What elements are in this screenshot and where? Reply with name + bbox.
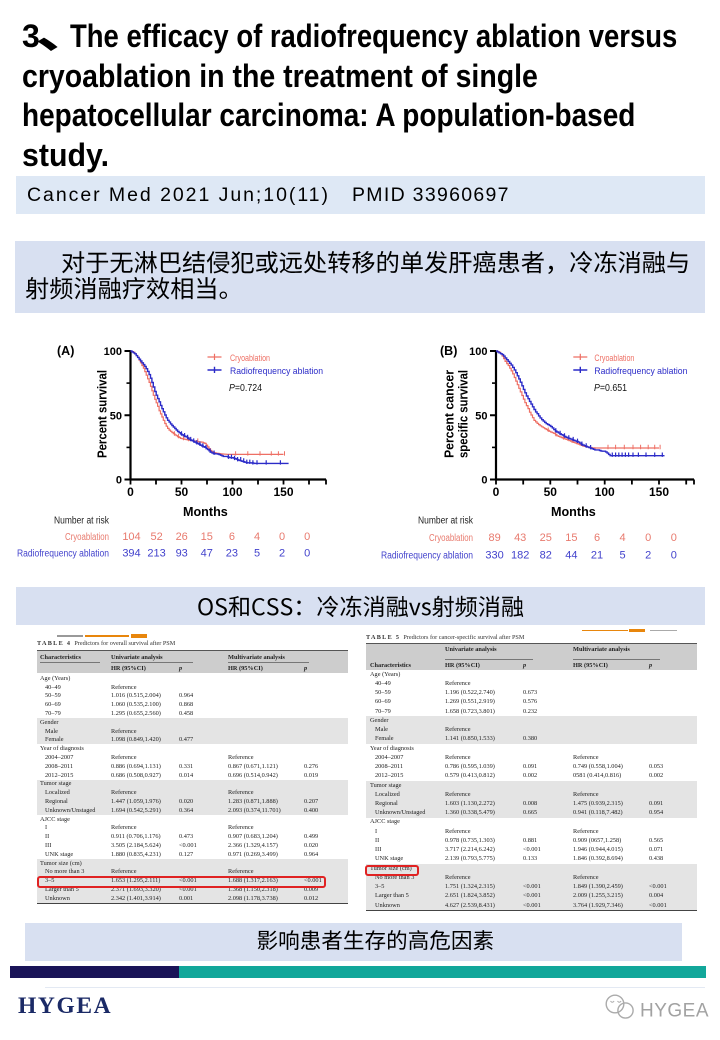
svg-text:150: 150: [649, 485, 669, 499]
svg-text:100: 100: [104, 346, 122, 358]
svg-text:89: 89: [488, 532, 500, 544]
svg-text:Radiofrequency ablation: Radiofrequency ablation: [230, 366, 323, 377]
svg-text:Number at risk: Number at risk: [54, 516, 110, 527]
svg-text:100: 100: [469, 346, 487, 358]
svg-text:Cryoablation: Cryoablation: [594, 353, 634, 364]
svg-text:15: 15: [201, 531, 213, 543]
svg-text:Number at risk: Number at risk: [418, 516, 474, 527]
svg-text:(A): (A): [57, 344, 74, 358]
svg-text:P=0.651: P=0.651: [594, 382, 627, 394]
svg-text:0: 0: [493, 485, 500, 499]
svg-text:394: 394: [122, 548, 140, 560]
svg-text:Cryoablation: Cryoablation: [429, 533, 473, 544]
svg-text:2: 2: [645, 550, 651, 562]
svg-text:47: 47: [201, 548, 213, 560]
svg-text:50: 50: [175, 485, 189, 499]
svg-text:6: 6: [229, 531, 235, 543]
svg-text:Cryoablation: Cryoablation: [230, 353, 270, 364]
svg-text:Percent survival: Percent survival: [96, 370, 110, 458]
svg-text:specific survival: specific survival: [456, 370, 470, 458]
svg-text:0: 0: [127, 485, 134, 499]
svg-text:Cryoablation: Cryoablation: [65, 532, 109, 543]
svg-text:15: 15: [565, 532, 577, 544]
svg-text:HYGEA: HYGEA: [640, 1001, 709, 1022]
svg-text:Months: Months: [551, 505, 596, 519]
svg-text:104: 104: [122, 531, 140, 543]
svg-text:(B): (B): [440, 344, 457, 358]
svg-text:0: 0: [671, 532, 677, 544]
svg-text:23: 23: [226, 548, 238, 560]
svg-text:50: 50: [544, 485, 558, 499]
svg-text:50: 50: [475, 410, 487, 422]
svg-text:100: 100: [595, 485, 615, 499]
svg-text:50: 50: [110, 410, 122, 422]
svg-text:52: 52: [150, 531, 162, 543]
svg-text:82: 82: [540, 550, 552, 562]
svg-text:93: 93: [176, 548, 188, 560]
svg-text:Radiofrequency ablation: Radiofrequency ablation: [381, 551, 473, 562]
svg-text:182: 182: [511, 550, 529, 562]
svg-text:0: 0: [304, 531, 310, 543]
svg-text:Radiofrequency ablation: Radiofrequency ablation: [594, 366, 687, 377]
svg-text:150: 150: [273, 485, 293, 499]
svg-text:Radiofrequency ablation: Radiofrequency ablation: [17, 549, 109, 560]
svg-text:P=0.724: P=0.724: [229, 382, 262, 394]
svg-text:0: 0: [645, 532, 651, 544]
svg-text:100: 100: [222, 485, 242, 499]
svg-text:213: 213: [147, 548, 165, 560]
svg-text:Months: Months: [183, 505, 228, 519]
svg-text:0: 0: [304, 548, 310, 560]
svg-text:0: 0: [671, 550, 677, 562]
svg-text:44: 44: [565, 550, 577, 562]
svg-text:25: 25: [540, 532, 552, 544]
svg-text:4: 4: [254, 531, 260, 543]
svg-text:26: 26: [176, 531, 188, 543]
svg-text:4: 4: [620, 532, 626, 544]
svg-text:2: 2: [279, 548, 285, 560]
svg-text:6: 6: [594, 532, 600, 544]
svg-text:330: 330: [485, 550, 503, 562]
svg-text:0: 0: [279, 531, 285, 543]
svg-text:5: 5: [620, 550, 626, 562]
svg-text:0: 0: [481, 475, 487, 487]
svg-text:21: 21: [591, 550, 603, 562]
svg-text:43: 43: [514, 532, 526, 544]
svg-text:5: 5: [254, 548, 260, 560]
svg-text:0: 0: [116, 475, 122, 487]
svg-text:Percent cancer: Percent cancer: [442, 370, 456, 458]
